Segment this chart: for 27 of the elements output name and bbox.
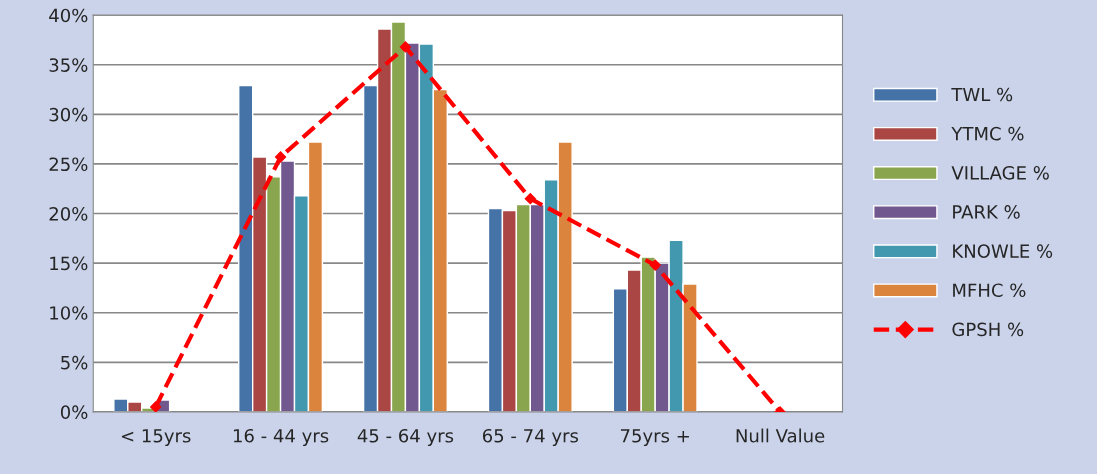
y-tick-label: 35% [49, 58, 88, 72]
point [524, 193, 536, 205]
point [150, 401, 162, 412]
y-tick-label: 15% [50, 256, 88, 271]
x-tick-label: < 15yrs [121, 429, 191, 447]
legend-label: YTMC % [951, 126, 1024, 141]
x-tick-label: 16 - 44 yrs [233, 428, 329, 447]
y-tick-label: 5% [61, 355, 88, 370]
point [399, 41, 412, 53]
x-tick-label: 75yrs + [620, 429, 689, 447]
legend-label: MFHC % [953, 283, 1026, 298]
y-tick-label: 40% [49, 8, 88, 23]
point [649, 259, 661, 271]
x-tick-label: 45 - 64 yrs [357, 428, 454, 447]
x-tick-label: 65 - 74 yrs [482, 428, 579, 447]
legend-label: GPSH % [952, 322, 1024, 337]
y-tick-label: 25% [49, 157, 88, 172]
legend-label: VILLAGE % [951, 165, 1049, 180]
y-tick-label: 30% [49, 107, 88, 122]
legend-label: KNOWLE % [953, 244, 1053, 258]
legend-label: PARK % [953, 205, 1020, 219]
y-tick-label: 10% [50, 306, 88, 320]
x-tick-label: Null Value [736, 428, 825, 443]
y-tick-label: 0% [60, 405, 88, 420]
legend-label: TWL % [951, 87, 1013, 102]
point [274, 151, 287, 163]
y-tick-label: 20% [49, 207, 88, 221]
